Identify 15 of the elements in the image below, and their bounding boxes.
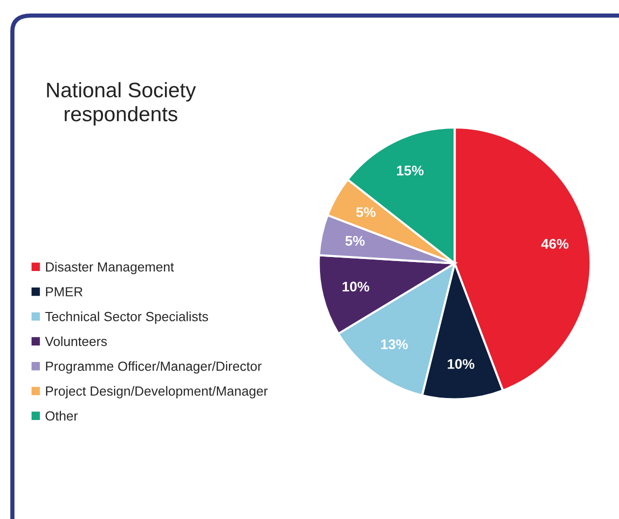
legend-label: Programme Officer/Manager/Director <box>46 361 262 374</box>
data-label: 10% <box>448 359 474 369</box>
data-label: 46% <box>541 238 568 249</box>
data-label: 10% <box>342 282 370 292</box>
legend-label: Volunteers <box>45 336 107 346</box>
data-label: 13% <box>381 339 408 350</box>
data-label: 5% <box>345 236 365 246</box>
legend-label: Disaster Management <box>46 262 174 274</box>
legend-label: Other <box>46 410 78 421</box>
legend-label: Technical Sector Specialists <box>45 312 208 324</box>
legend-label: PMER <box>46 287 82 296</box>
chart-title: National Society respondents <box>47 82 196 126</box>
data-label: 15% <box>397 166 424 176</box>
data-label: 5% <box>356 207 376 218</box>
legend-label: Project Design/Development/Manager <box>46 386 268 398</box>
